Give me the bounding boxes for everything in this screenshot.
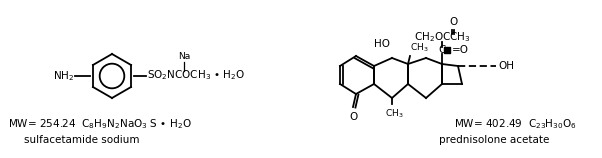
- Text: HO: HO: [374, 39, 390, 49]
- Text: OH: OH: [498, 61, 514, 71]
- Text: O: O: [450, 17, 458, 27]
- Text: sulfacetamide sodium: sulfacetamide sodium: [24, 135, 140, 145]
- Text: Na: Na: [178, 52, 190, 61]
- Text: MW= 402.49  C$_{23}$H$_{30}$O$_6$: MW= 402.49 C$_{23}$H$_{30}$O$_6$: [454, 117, 577, 131]
- Point: [442, 49, 452, 51]
- Text: CH$_2$OCCH$_3$: CH$_2$OCCH$_3$: [414, 30, 470, 44]
- Text: CH$_3$: CH$_3$: [385, 107, 403, 119]
- Text: prednisolone acetate: prednisolone acetate: [439, 135, 549, 145]
- Text: C: C: [438, 45, 445, 55]
- Text: =O: =O: [452, 45, 469, 55]
- Text: SO$_2$NCOCH$_3$ • H$_2$O: SO$_2$NCOCH$_3$ • H$_2$O: [147, 68, 245, 82]
- Text: MW= 254.24  C$_8$H$_9$N$_2$NaO$_3$ S • H$_2$O: MW= 254.24 C$_8$H$_9$N$_2$NaO$_3$ S • H$…: [8, 117, 191, 131]
- Text: O: O: [349, 112, 357, 122]
- Text: CH$_3$: CH$_3$: [410, 42, 429, 54]
- Text: NH$_2$: NH$_2$: [53, 69, 74, 83]
